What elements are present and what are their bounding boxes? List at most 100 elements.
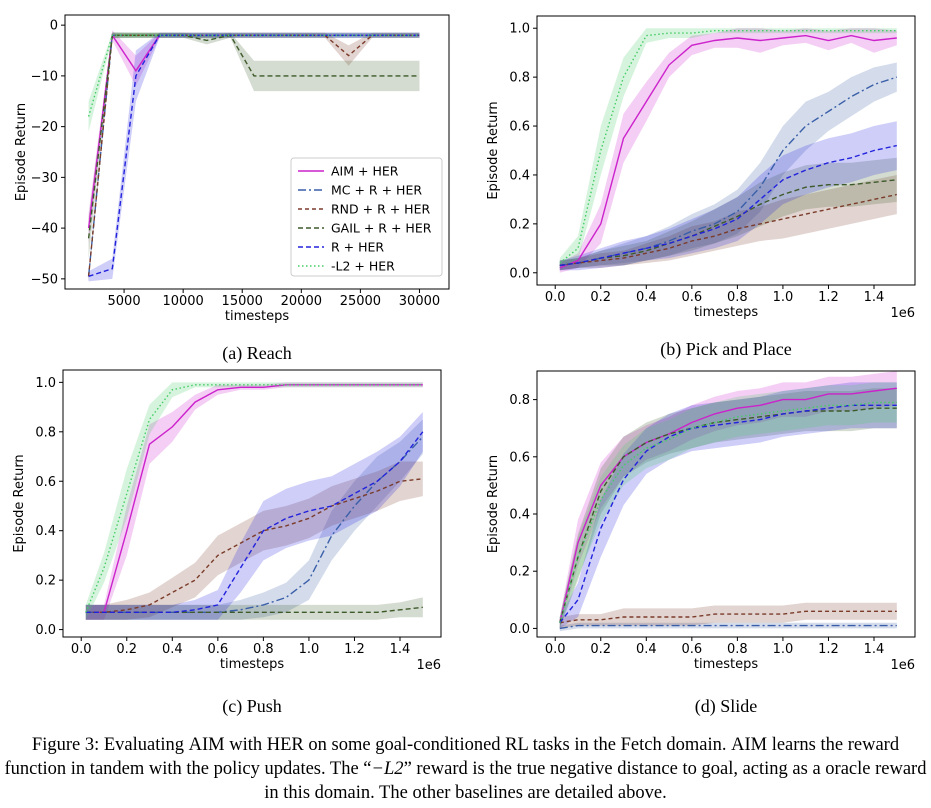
pick-xtick-label: 0.0 — [545, 290, 566, 305]
push-band-r — [85, 412, 423, 620]
push-subtitle: (c) Push — [222, 696, 282, 717]
push-ytick-label: 0.6 — [35, 475, 56, 490]
pick-xtick-label: 0.6 — [681, 290, 702, 305]
pick-xtick-label: 0.2 — [590, 290, 611, 305]
slide-band-l2 — [559, 382, 897, 629]
slide-band-mc — [559, 622, 897, 632]
reach-xtick-label: 15000 — [222, 294, 263, 309]
reach-ytick-label: −40 — [31, 222, 58, 237]
push-band-rnd — [85, 461, 423, 620]
slide-axes-frame — [536, 370, 916, 638]
reach-ytick-label: 0 — [50, 19, 58, 34]
legend-label-aim: AIM + HER — [331, 164, 399, 179]
push-xlabel: timesteps — [220, 657, 284, 672]
slide-band-gail — [559, 388, 897, 629]
pick-ytick-label: 0.8 — [509, 71, 530, 86]
slide-xtick-label: 0.8 — [727, 642, 748, 657]
slide-line-l2 — [559, 401, 897, 623]
slide-ytick-label: 0.4 — [509, 508, 530, 523]
caption-text-4: learns the reward function in tandem wit… — [4, 735, 900, 779]
reach-band-aim — [88, 30, 420, 244]
slide-xtick-label: 0.4 — [636, 642, 657, 657]
caption-aim-1: AIM — [188, 735, 225, 755]
pick-band-rnd — [559, 175, 897, 271]
push-xtick-label: 0.0 — [71, 642, 92, 657]
reach-line-l2 — [87, 34, 420, 117]
pick-plot — [559, 28, 898, 273]
reach-plot — [87, 30, 420, 282]
pick-line-rnd — [559, 193, 897, 267]
caption-text-1: Evaluating — [99, 735, 189, 755]
pick-axes-frame — [536, 15, 916, 286]
slide-xlabel: timesteps — [694, 657, 758, 672]
reach-ytick-label: −30 — [31, 171, 58, 186]
push-xtick-label: 1.0 — [299, 642, 320, 657]
pick-line-mc — [559, 76, 898, 267]
slide-ytick-label: 0.2 — [509, 565, 530, 580]
legend-label-l2: -L2 + HER — [331, 259, 395, 274]
push-ylabel: Episode Return — [12, 454, 27, 552]
push-band-aim — [85, 382, 423, 620]
slide-exponent: 1e6 — [890, 658, 915, 673]
push-band-mc — [85, 419, 423, 620]
push-plot — [85, 382, 424, 620]
slide-band-aim — [559, 371, 897, 629]
slide-xtick-label: 1.4 — [864, 642, 885, 657]
reach-xtick-label: 10000 — [162, 294, 203, 309]
pick-xtick-label: 0.4 — [636, 290, 657, 305]
pick-band-mc — [559, 62, 897, 271]
slide-plot — [559, 371, 897, 632]
slide-line-aim — [559, 387, 897, 623]
caption-her: HER — [266, 735, 304, 755]
slide-band-rnd — [559, 602, 897, 629]
pick-xtick-label: 1.0 — [773, 290, 794, 305]
pick-xtick-label: 0.8 — [727, 290, 748, 305]
reach-line-r — [88, 34, 420, 277]
reach-band-gail — [88, 32, 420, 259]
caption-text-5: ” reward is the true negative distance t… — [264, 759, 927, 803]
caption-math: −L2 — [371, 759, 404, 779]
pick-ytick-label: 0.4 — [509, 168, 530, 183]
caption-label: Figure 3: — [31, 735, 100, 755]
push-ytick-label: 0.4 — [35, 524, 56, 539]
pick-exponent: 1e6 — [890, 306, 915, 321]
legend-label-rnd: RND + R + HER — [331, 202, 430, 217]
push-xtick-label: 0.8 — [253, 642, 274, 657]
pick-line-gail — [559, 179, 897, 267]
slide-line-gail — [559, 407, 897, 623]
push-line-l2 — [85, 384, 423, 613]
slide-ytick-label: 0.6 — [509, 450, 530, 465]
slide-xtick-label: 0.2 — [590, 642, 611, 657]
reach-ytick-label: −50 — [31, 272, 58, 287]
reach-xtick-label: 25000 — [340, 294, 381, 309]
caption-text-2: with — [224, 735, 267, 755]
pick-ytick-label: 1.0 — [509, 22, 530, 37]
reach-ylabel: Episode Return — [14, 103, 29, 201]
pick-subtitle: (b) Pick and Place — [660, 339, 791, 360]
reach-ytick-label: −10 — [31, 69, 58, 84]
push-xtick-label: 1.4 — [390, 642, 411, 657]
slide-line-rnd — [559, 610, 897, 624]
caption-text-3: on some goal-conditioned RL tasks in the… — [303, 735, 732, 755]
reach-xtick-label: 5000 — [108, 294, 141, 309]
caption-aim-2: AIM — [731, 735, 768, 755]
pick-ytick-label: 0.0 — [509, 266, 530, 281]
reach-axes-frame — [64, 14, 450, 290]
figure: 5000 10000 15000 20000 25000 30000 0 −10 −20 −30 −… — [12, 14, 916, 717]
push-xtick-label: 1.2 — [344, 642, 365, 657]
push-line-aim — [85, 384, 423, 613]
slide-ytick-label: 0.0 — [509, 622, 530, 637]
slide-xtick-label: 0.0 — [545, 642, 566, 657]
pick-line-r — [559, 144, 897, 267]
legend-box — [290, 157, 443, 277]
slide-xtick-label: 1.2 — [818, 642, 839, 657]
slide-line-r — [559, 404, 897, 624]
pick-xlabel: timesteps — [694, 305, 758, 320]
push-ytick-label: 0.2 — [35, 574, 56, 589]
push-axes-frame — [62, 369, 442, 638]
pick-xtick-label: 1.2 — [818, 290, 839, 305]
figure-caption: Figure 3: Evaluating AIM with HER on som… — [0, 733, 931, 805]
push-ytick-label: 1.0 — [35, 376, 56, 391]
pick-xtick-label: 1.4 — [864, 290, 885, 305]
slide-xtick-label: 1.0 — [773, 642, 794, 657]
